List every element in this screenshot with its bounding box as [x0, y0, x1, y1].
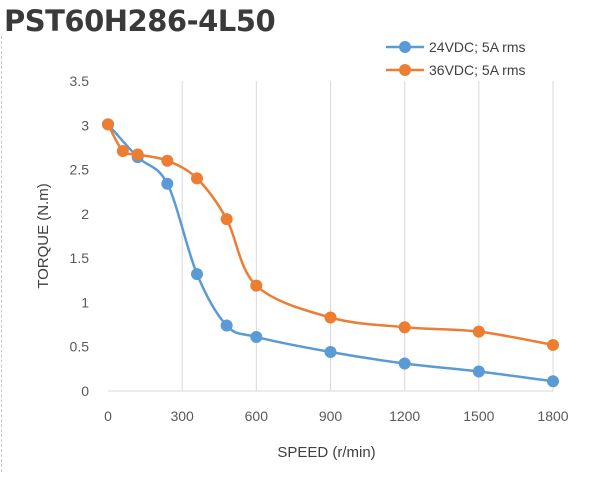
series-1	[102, 118, 559, 351]
series-1-point-1	[116, 144, 129, 157]
x-tick-label-5: 1500	[463, 408, 494, 424]
y-tick-label-1: 0.5	[70, 339, 90, 355]
series-1-point-2	[131, 148, 144, 161]
legend: 24VDC; 5A rms 36VDC; 5A rms	[386, 39, 525, 78]
series-0-point-2	[161, 177, 174, 190]
x-tick-label-1: 300	[170, 408, 194, 424]
y-axis-label: TORQUE (N.m)	[35, 183, 52, 289]
legend-label-1: 36VDC; 5A rms	[429, 62, 525, 78]
series-0-line	[107, 123, 554, 383]
series-1-point-4	[191, 172, 203, 185]
x-tick-label-2: 600	[245, 408, 269, 424]
chart-title: PST60H286-4L50	[4, 4, 276, 38]
y-tick-label-6: 3	[81, 117, 89, 133]
x-tick-label-0: 0	[104, 408, 112, 424]
legend-label-0: 24VDC; 5A rms	[429, 39, 525, 55]
y-tick-label-0: 0	[81, 383, 89, 399]
series-0-point-7	[398, 357, 411, 370]
y-tick-label-7: 3.5	[70, 73, 90, 89]
x-axis-ticks: 0 300 600 900 1200 1500 1800	[104, 408, 569, 424]
series-1-point-9	[472, 325, 485, 338]
y-tick-label-3: 1.5	[70, 250, 90, 266]
x-axis-label: SPEED (r/min)	[277, 444, 375, 461]
series-0-point-4	[220, 319, 233, 332]
series-1-point-0	[102, 118, 114, 131]
series-1-point-5	[220, 213, 233, 226]
series-layer	[102, 118, 559, 388]
series-0-point-8	[472, 365, 485, 378]
y-tick-label-5: 2.5	[70, 162, 90, 178]
frame-border	[1, 36, 2, 472]
series-1-point-6	[250, 279, 263, 292]
series-1-point-8	[398, 321, 411, 334]
grid-lines	[181, 81, 554, 391]
series-0-point-6	[324, 346, 337, 359]
y-tick-label-4: 2	[81, 206, 89, 222]
x-tick-label-4: 1200	[389, 408, 420, 424]
y-tick-label-2: 1	[81, 294, 89, 310]
x-tick-label-3: 900	[319, 408, 343, 424]
series-1-point-10	[547, 338, 559, 351]
x-tick-label-6: 1800	[537, 408, 568, 424]
series-1-point-3	[161, 154, 174, 167]
series-1-point-7	[324, 311, 337, 324]
legend-marker-0	[399, 41, 411, 53]
legend-marker-1	[399, 64, 411, 76]
series-0-point-9	[547, 375, 559, 388]
series-0-point-3	[191, 268, 203, 281]
y-axis-ticks: 0 0.5 1 1.5 2 2.5 3 3.5	[70, 73, 90, 399]
series-0-point-5	[250, 330, 263, 343]
